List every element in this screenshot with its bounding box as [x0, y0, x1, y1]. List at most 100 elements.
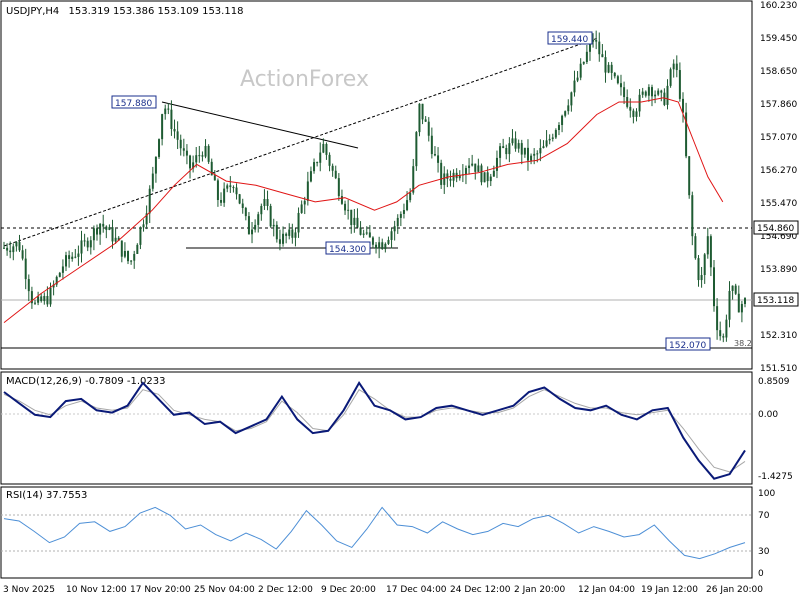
- candle-body: [703, 254, 706, 276]
- candle-body: [486, 172, 489, 182]
- candle-body: [464, 168, 467, 175]
- time-tick-label: 9 Dec 20:00: [321, 585, 376, 595]
- candle-body: [523, 147, 526, 155]
- candle-body: [247, 216, 250, 235]
- candle-body: [254, 224, 257, 230]
- candle-body: [325, 143, 328, 155]
- candle-body: [297, 212, 300, 233]
- candle-body: [458, 175, 461, 179]
- candle-body: [691, 195, 694, 237]
- candle-body: [229, 185, 232, 188]
- candle-body: [440, 162, 443, 185]
- candle-body: [226, 185, 229, 189]
- candle-body: [678, 70, 681, 99]
- candle-body: [371, 237, 374, 245]
- rsi-tick-label: 70: [758, 511, 770, 521]
- candle-body: [390, 231, 393, 240]
- candle-body: [275, 224, 278, 240]
- candle-body: [595, 40, 598, 42]
- annotation-box-low: [665, 337, 711, 351]
- candle-body: [30, 291, 33, 304]
- candle-body: [241, 203, 244, 208]
- candle-body: [480, 165, 483, 183]
- candle-body: [650, 87, 653, 97]
- candle-body: [712, 267, 715, 307]
- candle-body: [499, 146, 502, 158]
- candle-body: [660, 90, 663, 93]
- rsi-tick-label: 30: [758, 547, 770, 557]
- candle-body: [737, 293, 740, 313]
- candle-body: [210, 161, 213, 176]
- candle-body: [319, 152, 322, 163]
- candle-body: [46, 296, 49, 305]
- macd-tick-label: -1.4275: [758, 472, 793, 482]
- time-tick-label: 2 Dec 12:00: [258, 585, 313, 595]
- candle-body: [495, 157, 498, 171]
- candle-body: [570, 92, 573, 106]
- candle-body: [114, 237, 117, 242]
- candle-body: [164, 108, 167, 115]
- candle-body: [409, 192, 412, 201]
- candle-body: [154, 156, 157, 174]
- candle-body: [65, 255, 68, 267]
- fib-label: 38.2: [734, 339, 752, 348]
- candle-body: [223, 188, 226, 203]
- candle-body: [564, 111, 567, 116]
- time-tick-label: 25 Nov 04:00: [194, 585, 255, 595]
- candle-body: [43, 296, 46, 302]
- candle-body: [18, 241, 21, 251]
- candle-body: [511, 138, 514, 144]
- candle-body: [567, 105, 570, 112]
- annotation-high: 159.440: [551, 35, 588, 45]
- candle-body: [356, 217, 359, 228]
- candle-body: [328, 154, 331, 166]
- candle-body: [530, 155, 533, 161]
- candle-body: [681, 98, 684, 113]
- candle-body: [86, 240, 89, 248]
- candle-body: [139, 227, 142, 245]
- candle-body: [24, 258, 27, 280]
- candle-body: [654, 94, 657, 97]
- candle-body: [561, 115, 564, 126]
- moving-average-line: [3, 97, 724, 323]
- watermark: ActionForex: [240, 67, 369, 92]
- macd-tick-label: 0.8509: [758, 377, 790, 387]
- level-box-dashed: [753, 220, 799, 235]
- candle-body: [158, 139, 161, 157]
- candle-body: [709, 236, 712, 268]
- candle-body: [520, 143, 523, 155]
- candles-group: [3, 30, 746, 343]
- candle-body: [331, 165, 334, 171]
- candle-body: [722, 336, 725, 338]
- candle-body: [632, 110, 635, 117]
- candle-body: [288, 229, 291, 236]
- candle-body: [37, 296, 40, 303]
- candle-body: [375, 244, 378, 249]
- annotation-box-157: [111, 95, 157, 109]
- rsi-panel-frame: [0, 486, 753, 579]
- annotation-low: 152.070: [669, 341, 706, 351]
- candle-body: [102, 223, 105, 227]
- price-tick-label: 151.510: [760, 364, 797, 374]
- candle-body: [598, 41, 601, 55]
- candle-body: [136, 244, 139, 254]
- candle-body: [257, 214, 260, 225]
- macd-main-line: [3, 381, 746, 480]
- candle-body: [548, 138, 551, 141]
- candle-body: [393, 226, 396, 232]
- candle-body: [536, 153, 539, 155]
- candle-body: [182, 148, 185, 151]
- candle-body: [492, 170, 495, 177]
- candle-body: [337, 178, 340, 197]
- candle-body: [145, 213, 148, 225]
- candle-body: [644, 91, 647, 96]
- candle-body: [167, 108, 170, 110]
- candle-body: [433, 154, 436, 156]
- candle-body: [585, 51, 588, 63]
- candle-body: [3, 247, 5, 249]
- time-tick-label: 24 Dec 12:00: [450, 585, 511, 595]
- candle-body: [238, 194, 241, 204]
- candle-body: [557, 125, 560, 131]
- candle-body: [15, 241, 18, 247]
